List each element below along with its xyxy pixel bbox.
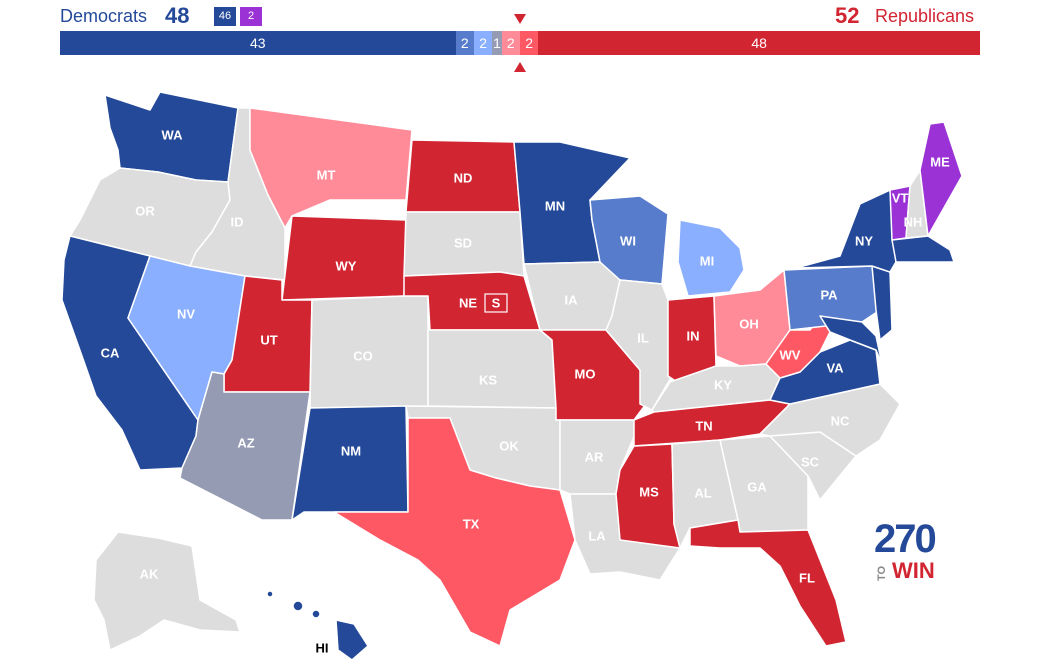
majority-marker-top-icon — [514, 14, 526, 24]
state-hi-island-1 — [292, 600, 304, 612]
seat-bar-segment-5: 2 — [501, 31, 520, 55]
label-wa: WA — [162, 128, 184, 143]
state-me[interactable] — [919, 121, 963, 237]
label-mi: MI — [700, 254, 714, 269]
label-ne: NE — [459, 296, 477, 311]
label-mo: MO — [575, 367, 596, 382]
seat-bar-segment-7: 48 — [538, 31, 980, 55]
label-pa: PA — [820, 288, 838, 303]
state-ny[interactable] — [795, 189, 897, 273]
label-mn: MN — [545, 199, 565, 214]
label-ky: KY — [714, 378, 732, 393]
label-wv: WV — [780, 348, 801, 363]
label-nh: NH — [904, 215, 923, 230]
label-ia: IA — [565, 293, 579, 308]
seat-bar-segment-3: 2 — [473, 31, 493, 55]
label-ak: AK — [140, 567, 159, 582]
state-hi[interactable] — [335, 619, 369, 661]
state-mt[interactable] — [249, 107, 413, 229]
state-ks[interactable] — [427, 329, 557, 409]
seat-bar-segment-1: 43 — [60, 31, 456, 55]
label-tn: TN — [695, 419, 712, 434]
democrats-label: Democrats — [60, 6, 148, 26]
label-tx: TX — [463, 517, 480, 532]
label-me: ME — [930, 155, 950, 170]
label-vt: VT — [892, 191, 909, 206]
label-la: LA — [588, 529, 606, 544]
label-wi: WI — [620, 234, 636, 249]
label-ok: OK — [499, 439, 519, 454]
label-ga: GA — [747, 480, 767, 495]
seat-bar-segment-6: 2 — [519, 31, 539, 55]
label-in: IN — [687, 329, 700, 344]
label-mt: MT — [317, 168, 336, 183]
label-co: CO — [353, 349, 373, 364]
label-ut: UT — [260, 333, 277, 348]
state-il[interactable] — [605, 279, 673, 411]
label-az: AZ — [237, 436, 254, 451]
logo-number: 270 — [874, 517, 937, 561]
state-ak[interactable] — [93, 531, 241, 651]
label-va: VA — [826, 361, 844, 376]
seat-bar-segment-2: 2 — [455, 31, 474, 55]
state-ma-ct-ri[interactable] — [891, 235, 955, 263]
special-election-marker: S — [492, 296, 501, 311]
state-nm[interactable] — [291, 405, 409, 521]
state-mi[interactable] — [677, 219, 745, 297]
republicans-total: 52 — [835, 3, 860, 28]
democrats-total: 48 — [165, 3, 190, 28]
seat-balance-bar: 43 2 2 1 2 2 48 — [60, 31, 980, 55]
label-ms: MS — [639, 485, 659, 500]
270towin-logo: 270 TO WIN — [874, 519, 954, 583]
label-nv: NV — [177, 307, 195, 322]
seat-bar-segment-4: 1 — [492, 31, 502, 55]
state-az[interactable] — [179, 371, 311, 521]
senate-header: Democrats 48 46 2 52 Republicans — [0, 0, 1050, 30]
label-il: IL — [637, 331, 649, 346]
state-tx[interactable] — [333, 417, 576, 647]
label-ar: AR — [585, 450, 604, 465]
state-md-de[interactable] — [819, 315, 883, 365]
label-sd: SD — [454, 236, 472, 251]
label-or: OR — [135, 204, 155, 219]
independent-seats-badge: 2 — [240, 7, 262, 26]
special-election-box-icon — [484, 293, 508, 313]
label-nm: NM — [341, 444, 361, 459]
label-ks: KS — [479, 373, 497, 388]
state-hi-island-3 — [266, 590, 274, 598]
state-hi-island-2 — [311, 609, 321, 619]
democrat-seats-badge: 46 — [214, 7, 236, 26]
state-nj[interactable] — [871, 265, 893, 341]
label-id: ID — [231, 215, 244, 230]
state-fl[interactable] — [689, 519, 847, 647]
majority-marker-bottom-icon — [514, 62, 526, 72]
label-wy: WY — [336, 259, 357, 274]
logo-win: WIN — [892, 558, 935, 583]
label-ny: NY — [855, 234, 873, 249]
label-sc: SC — [801, 455, 820, 470]
republicans-label: Republicans — [875, 6, 975, 26]
logo-to: TO — [876, 565, 888, 581]
label-al: AL — [694, 486, 711, 501]
label-nd: ND — [454, 171, 473, 186]
label-oh: OH — [739, 317, 759, 332]
label-fl: FL — [799, 571, 815, 586]
label-ca: CA — [101, 346, 120, 361]
label-nc: NC — [831, 414, 850, 429]
label-hi: HI — [316, 641, 329, 656]
